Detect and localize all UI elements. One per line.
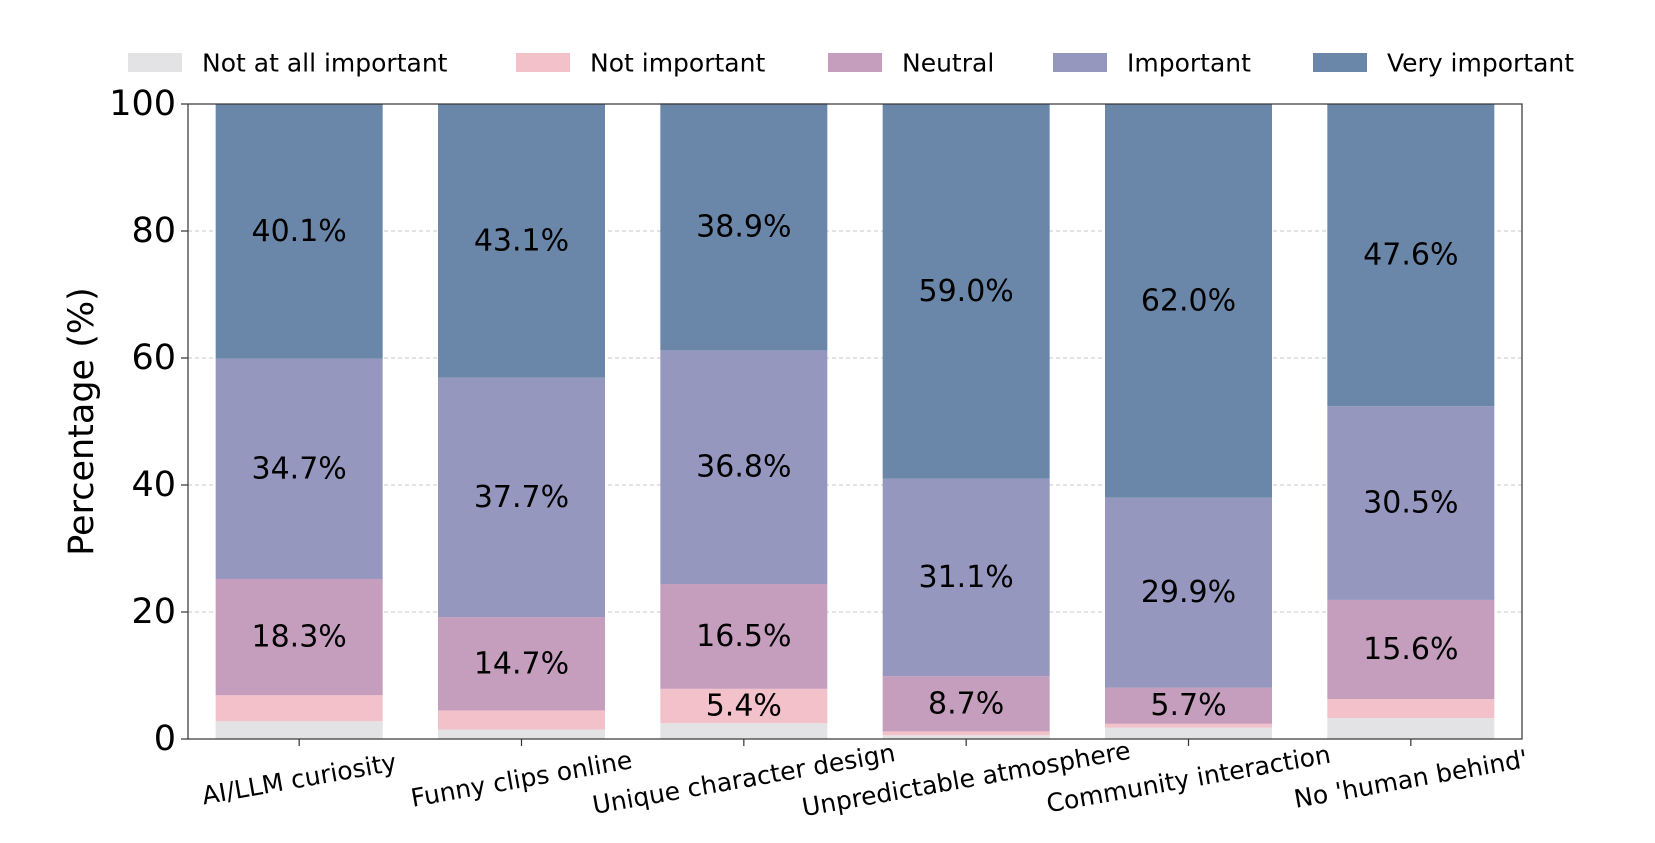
data-label: 30.5%	[1363, 486, 1458, 521]
legend-label: Very important	[1387, 49, 1574, 78]
data-label: 38.9%	[696, 209, 791, 244]
legend-swatch	[516, 53, 570, 72]
data-label: 31.1%	[919, 560, 1014, 595]
bar-segment	[660, 350, 828, 585]
bar-segment	[1105, 497, 1272, 688]
legend-label: Neutral	[902, 49, 994, 78]
x-axis: AI/LLM curiosity Funny clips onlineUnique…	[200, 736, 1530, 822]
data-label: 34.7%	[252, 451, 347, 486]
data-label: 18.3%	[252, 620, 347, 655]
bar-segment	[1327, 718, 1495, 739]
legend-swatch	[1313, 53, 1367, 72]
bar-segment	[1327, 698, 1495, 719]
plot-frame	[187, 103, 1523, 740]
legend-swatch	[128, 53, 182, 72]
data-label: 43.1%	[474, 223, 569, 258]
data-labels: 18.3% 34.7% 40.1% 14.7% 37.7% 43.1% 5.4% 16.5% 3…	[252, 209, 1459, 723]
bar-segment	[438, 617, 605, 711]
y-axis: 0 20 40 60 80 100	[109, 84, 188, 759]
y-tick-label: 80	[131, 211, 176, 251]
bar-segment	[1105, 687, 1272, 724]
data-label: 40.1%	[252, 214, 347, 249]
bar-segment	[215, 721, 383, 739]
data-label: 29.9%	[1141, 575, 1236, 610]
legend: Not at all important Not important Neutral…	[128, 49, 1574, 78]
bar-segment	[660, 723, 828, 739]
bar-segment	[215, 358, 383, 579]
bar-segment	[215, 578, 383, 696]
data-label: 47.6%	[1363, 238, 1458, 273]
data-label: 16.5%	[696, 619, 791, 654]
bar-segment	[438, 710, 605, 730]
y-tick-label: 100	[109, 84, 176, 124]
bar-segment	[438, 729, 605, 739]
y-tick-label: 0	[154, 719, 176, 759]
bar-segment	[660, 103, 828, 351]
bar-segment	[1105, 104, 1272, 498]
y-tick-label: 40	[131, 465, 176, 505]
data-label: 36.8%	[696, 450, 791, 485]
bar-segment	[882, 104, 1050, 479]
bar-segment	[1327, 104, 1495, 407]
bar-segment	[882, 676, 1050, 732]
legend-label: Important	[1127, 49, 1251, 78]
data-label: 59.0%	[919, 274, 1014, 309]
bar-segment	[882, 478, 1050, 677]
y-tick-label: 60	[131, 338, 176, 378]
data-label: 5.4%	[706, 688, 782, 723]
bar-segment	[215, 695, 383, 722]
legend-swatch	[1053, 53, 1107, 72]
bar-segment	[882, 735, 1050, 739]
data-label: 62.0%	[1141, 283, 1236, 318]
bar-segment	[438, 377, 605, 618]
bar-segment	[1105, 727, 1272, 739]
bar-segment	[1105, 723, 1272, 728]
legend-swatch	[828, 53, 882, 72]
data-label: 14.7%	[474, 646, 569, 681]
bar-segment	[1327, 406, 1495, 600]
bar-segment	[882, 731, 1050, 736]
x-tick-label: AI/LLM curiosity	[200, 748, 399, 811]
y-axis-label: Percentage (%)	[62, 287, 102, 556]
bar-segment	[438, 104, 605, 378]
bar-segment	[660, 688, 828, 724]
y-tick-label: 20	[131, 592, 176, 632]
gridlines	[188, 230, 1522, 613]
bar-segment	[215, 104, 383, 359]
data-label: 5.7%	[1150, 688, 1226, 723]
legend-label: Not at all important	[202, 49, 448, 78]
data-label: 15.6%	[1363, 632, 1458, 667]
bars	[215, 103, 1495, 739]
data-label: 37.7%	[474, 480, 569, 515]
bar-segment	[1327, 599, 1495, 699]
legend-label: Not important	[590, 49, 765, 78]
bar-segment	[660, 584, 828, 689]
data-label: 8.7%	[928, 686, 1004, 721]
